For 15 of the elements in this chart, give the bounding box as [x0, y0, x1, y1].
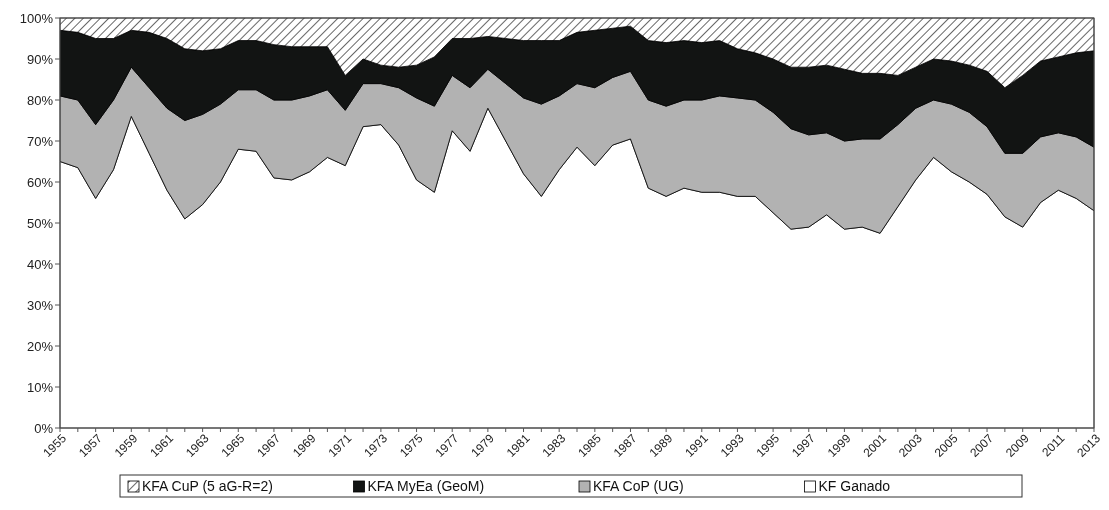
y-tick-label: 10% [26, 379, 54, 395]
y-tick-label: 70% [26, 133, 54, 149]
y-tick-label: 60% [26, 174, 54, 190]
y-tick-label: 30% [26, 297, 54, 313]
y-tick-label: 20% [26, 338, 54, 354]
y-tick-label: 80% [26, 92, 54, 108]
legend-label: KF Ganado [818, 478, 891, 495]
legend-label: KFA CuP (5 aG-R=2) [142, 478, 273, 495]
y-tick-label: 90% [26, 51, 54, 67]
legend-label: KFA MyEa (GeoM) [367, 478, 485, 495]
legend-label: KFA CoP (UG) [593, 478, 684, 495]
y-tick-label: 100% [19, 10, 54, 26]
y-tick-label: 0% [34, 420, 54, 436]
y-tick-label: 40% [26, 256, 54, 272]
y-tick-label: 50% [26, 215, 54, 231]
